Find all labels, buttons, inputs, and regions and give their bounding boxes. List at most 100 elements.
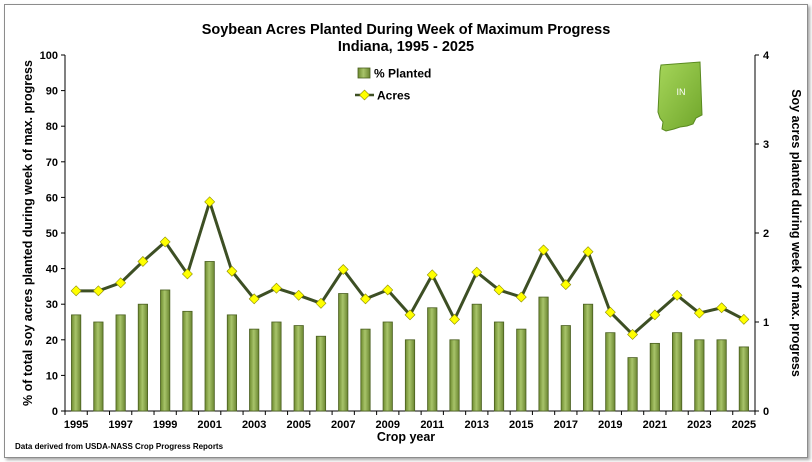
acres-point [649,309,661,321]
legend-marker-swatch [359,89,370,101]
bar [716,339,727,412]
bar [249,328,260,412]
acres-point [382,284,394,296]
bar [204,261,215,412]
acres-point [538,244,549,256]
x-tick-label: 2009 [375,419,399,431]
acres-point [471,266,483,278]
x-tick-label: 2019 [598,419,622,431]
acres-point [582,246,594,258]
legend-label-acres: Acres [377,89,411,103]
acres-point [70,285,82,297]
acres-point [716,302,728,314]
bar [182,310,193,412]
bar [271,321,282,412]
bar [694,339,705,412]
x-tick-label: 2015 [509,419,533,431]
acres-point [604,306,616,318]
bar [627,357,638,412]
bar [93,321,104,412]
x-tick-label: 1995 [64,419,88,431]
acres-point [738,313,750,325]
bar [649,342,660,412]
legend-label-planted: % Planted [374,67,431,81]
acres-point [204,196,216,208]
acres-point [293,289,305,301]
acres-point [671,289,683,301]
x-tick-label: 2001 [197,419,221,431]
bar [293,325,304,412]
source-footnote: Data derived from USDA-NASS Crop Progres… [15,442,224,451]
bar [360,328,371,412]
legend: % Planted Acres [355,67,431,103]
chart-frame: Soybean Acres Planted During Week of Max… [4,4,808,458]
x-tick-label: 2013 [465,419,489,431]
x-tick-label: 2005 [286,419,310,431]
x-tick-label: 2007 [331,419,355,431]
right-tick-label: 2 [763,228,769,240]
y2-axis-label: Soy acres planted during week of max. pr… [789,89,803,377]
acres-point [315,297,327,309]
left-tick-label: 80 [46,121,58,133]
x-axis-label: Crop year [377,430,435,444]
bar [582,303,594,412]
acres-point [560,279,572,291]
right-tick-label: 1 [763,317,769,329]
bar [560,325,571,412]
acres-point [271,282,282,294]
chart-canvas: Soybean Acres Planted During Week of Max… [15,22,803,451]
acres-point [449,313,460,325]
acres-point [404,309,416,321]
acres-point [337,264,349,275]
bar [382,321,393,412]
bar [516,328,527,412]
x-tick-label: 1999 [153,419,177,431]
x-axis-ticks: 1995 1997 1999 2001 2003 2005 2007 2009 2011 2013… [64,411,756,431]
left-tick-label: 70 [46,157,58,169]
bar [315,335,327,412]
acres-point [426,269,438,281]
right-tick-label: 3 [763,139,769,151]
indiana-map-label: IN [677,87,686,97]
bar [160,289,171,412]
bar [427,307,438,412]
bar-series [71,261,749,412]
acres-point [115,277,127,289]
x-tick-label: 1997 [108,419,132,431]
right-axis-ticks: 0 1 2 3 4 [755,50,770,418]
acres-point [360,293,371,305]
bar [538,296,549,412]
bar [493,321,505,412]
left-tick-label: 100 [40,50,58,62]
bar [137,303,148,412]
acres-point [693,307,705,319]
indiana-map-shape [657,61,703,132]
left-axis-ticks: 0 10 20 30 40 50 60 70 80 90 100 [40,50,65,418]
x-tick-label: 2025 [732,419,756,431]
acres-point [515,291,527,303]
bar [471,303,482,412]
left-tick-label: 40 [46,264,58,276]
x-tick-label: 2003 [242,419,266,431]
left-tick-label: 0 [52,406,58,418]
acres-point [159,236,171,248]
bar [672,332,683,412]
x-tick-label: 2021 [643,419,667,431]
line-series [70,196,750,340]
bar [605,332,616,412]
left-tick-label: 90 [46,86,58,98]
bar [338,293,349,412]
left-tick-label: 60 [46,192,58,204]
acres-point [248,293,260,305]
legend-bar-swatch [357,67,371,79]
acres-point [137,256,149,267]
left-tick-label: 50 [46,228,58,240]
acres-point [226,265,238,277]
right-tick-label: 4 [763,50,770,62]
left-tick-label: 10 [46,370,58,382]
bar [226,314,238,412]
bar [404,339,416,412]
chart-subtitle: Indiana, 1995 - 2025 [338,39,474,55]
bar [71,314,82,412]
right-tick-label: 0 [763,406,769,418]
